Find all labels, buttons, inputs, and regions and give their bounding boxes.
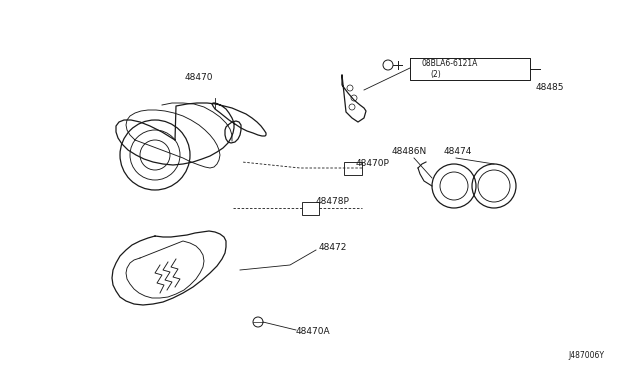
Bar [344, 162, 362, 175]
Bar [302, 202, 319, 215]
Text: 48486N: 48486N [392, 148, 428, 157]
Text: 48470A: 48470A [296, 327, 331, 337]
Text: 48472: 48472 [319, 244, 348, 253]
Text: 48470P: 48470P [356, 158, 390, 167]
Text: 48478P: 48478P [316, 198, 350, 206]
Text: J487006Y: J487006Y [568, 352, 604, 360]
Text: 48474: 48474 [444, 148, 472, 157]
Text: 48485: 48485 [536, 83, 564, 93]
Text: 08BLA6-6121A: 08BLA6-6121A [422, 58, 478, 67]
Text: (2): (2) [430, 70, 441, 78]
Text: 48470: 48470 [185, 74, 214, 83]
